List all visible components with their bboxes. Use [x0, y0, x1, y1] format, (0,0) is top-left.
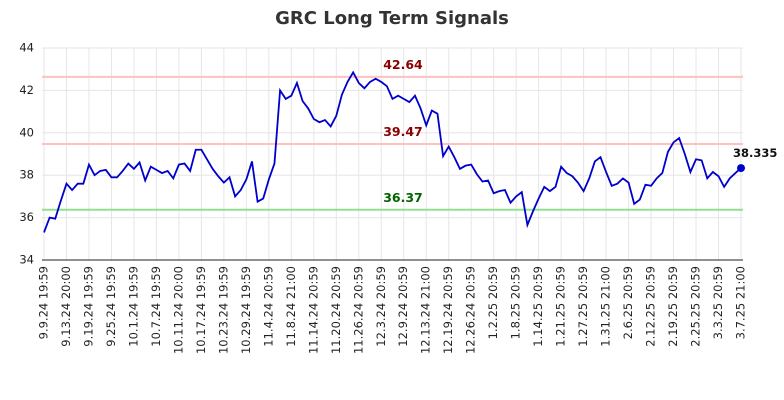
x-tick-label: 9.25.24 19:59 — [104, 266, 118, 347]
x-tick-label: 11.26.24 20:59 — [351, 266, 365, 354]
x-tick-label: 1.8.25 20:59 — [509, 266, 523, 339]
x-tick-label: 11.14.24 20:59 — [306, 266, 320, 354]
last-point — [737, 164, 745, 173]
x-tick-label: 10.7.24 19:59 — [149, 266, 163, 347]
x-tick-label: 10.17.24 19:59 — [194, 266, 208, 354]
y-tick-label: 34 — [19, 253, 34, 267]
x-tick-label: 12.3.24 20:59 — [374, 266, 388, 347]
x-tick-label: 9.9.24 19:59 — [37, 266, 51, 339]
x-tick-label: 1.21.25 20:59 — [554, 266, 568, 347]
chart-title: GRC Long Term Signals — [275, 8, 509, 29]
x-tick-label: 1.2.25 20:59 — [486, 266, 500, 339]
x-tick-label: 3.3.25 20:59 — [711, 266, 725, 339]
x-tick-label: 10.29.24 19:59 — [239, 266, 253, 354]
x-tick-label: 10.23.24 19:59 — [216, 266, 230, 354]
y-tick-label: 44 — [19, 41, 34, 55]
x-tick-label: 3.7.25 21:00 — [734, 266, 748, 339]
x-tick-label: 1.31.25 21:00 — [599, 266, 613, 347]
reference-label: 36.37 — [383, 190, 423, 205]
x-tick-label: 11.4.24 20:59 — [261, 266, 275, 347]
x-tick-label: 2.25.25 20:59 — [689, 266, 703, 347]
last-value-label: 38.335 — [733, 146, 777, 160]
y-tick-label: 40 — [19, 125, 34, 139]
x-tick-label: 10.11.24 20:00 — [171, 266, 185, 354]
x-tick-label: 9.13.24 20:00 — [59, 266, 73, 347]
line — [43, 70, 742, 233]
y-tick-label: 38 — [19, 168, 34, 182]
x-tick-label: 1.27.25 20:59 — [576, 266, 590, 347]
x-tick-label: 10.1.24 19:59 — [126, 266, 140, 347]
reference-label: 42.64 — [383, 57, 423, 72]
reference-label: 39.47 — [383, 124, 423, 139]
x-tick-label: 2.19.25 20:59 — [666, 266, 680, 347]
x-tick-label: 1.14.25 20:59 — [531, 266, 545, 347]
x-tick-label: 2.6.25 20:59 — [621, 266, 635, 339]
y-tick-label: 36 — [19, 210, 34, 224]
x-tick-label: 12.9.24 20:59 — [396, 266, 410, 347]
x-tick-label: 2.12.25 20:59 — [644, 266, 658, 347]
x-tick-label: 12.13.24 21:00 — [419, 266, 433, 354]
x-tick-label: 9.19.24 19:59 — [81, 266, 95, 347]
x-tick-label: 11.8.24 21:00 — [284, 266, 298, 347]
y-tick-label: 42 — [19, 83, 34, 97]
x-tick-label: 12.19.24 20:59 — [441, 266, 455, 354]
x-tick-label: 12.26.24 20:59 — [464, 266, 478, 354]
x-tick-label: 11.20.24 20:59 — [329, 266, 343, 354]
